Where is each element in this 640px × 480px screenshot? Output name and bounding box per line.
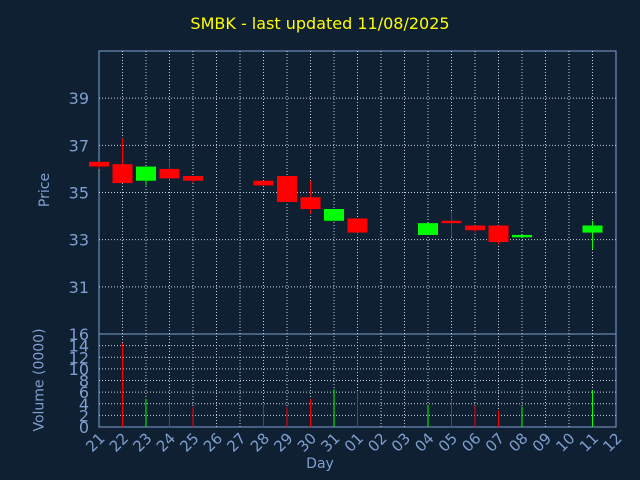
x-tick-label: 04 xyxy=(411,429,437,455)
candle-body xyxy=(277,175,297,202)
volume-tick-label: 14 xyxy=(69,337,89,356)
candle-body xyxy=(418,223,438,235)
x-tick-label: 08 xyxy=(505,429,531,455)
volume-tick-label: 16 xyxy=(69,325,89,344)
candle-body xyxy=(465,225,485,231)
x-tick-label: 27 xyxy=(223,429,249,455)
price-tick-label: 35 xyxy=(69,184,89,203)
candle-body xyxy=(159,168,180,179)
x-tick-label: 29 xyxy=(270,429,296,455)
candle-body xyxy=(89,161,109,167)
x-tick-label: 10 xyxy=(552,429,578,455)
price-tick-label: 31 xyxy=(69,278,89,297)
x-tick-label: 31 xyxy=(317,429,343,455)
chart-title: SMBK - last updated 11/08/2025 xyxy=(190,14,450,33)
volume-tick-label: 8 xyxy=(79,372,89,391)
price-tick-label: 37 xyxy=(69,136,89,155)
x-tick-label: 26 xyxy=(200,429,226,455)
candle-body xyxy=(582,225,603,233)
x-tick-label: 03 xyxy=(388,429,414,455)
volume-tick-label: 4 xyxy=(79,395,89,414)
candle-body xyxy=(253,180,274,186)
candle-body xyxy=(300,197,321,210)
x-axis-label: Day xyxy=(306,456,334,472)
x-tick-label: 30 xyxy=(294,429,320,455)
price-axis-label: Price xyxy=(37,172,54,208)
x-tick-label: 09 xyxy=(529,429,555,455)
candle-body xyxy=(488,225,509,243)
volume-tick-label: 2 xyxy=(79,406,89,425)
x-tick-label: 05 xyxy=(435,429,461,455)
candle-body xyxy=(441,220,462,224)
x-tick-label: 01 xyxy=(341,429,367,455)
volume-tick-label: 10 xyxy=(69,360,89,379)
candle-body xyxy=(136,166,156,181)
price-tick-label: 39 xyxy=(69,89,89,108)
x-tick-label: 12 xyxy=(599,429,625,455)
x-tick-label: 24 xyxy=(153,429,179,455)
x-tick-label: 25 xyxy=(176,429,202,455)
candle-body xyxy=(512,234,532,238)
volume-tick-label: 12 xyxy=(69,348,89,367)
price-tick-label: 33 xyxy=(69,231,89,250)
x-tick-label: 07 xyxy=(482,429,508,455)
volume-tick-label: 6 xyxy=(79,383,89,402)
x-tick-label: 22 xyxy=(106,429,132,455)
candle-body xyxy=(112,164,133,184)
volume-axis-label: Volume (0000) xyxy=(31,328,48,432)
x-tick-label: 23 xyxy=(129,429,155,455)
candle-body xyxy=(183,175,203,181)
volume-tick-label: 0 xyxy=(79,418,89,437)
x-tick-label: 06 xyxy=(458,429,484,455)
x-tick-label: 11 xyxy=(576,429,602,455)
x-tick-label: 28 xyxy=(247,429,273,455)
candle-body xyxy=(324,209,344,221)
x-tick-label: 02 xyxy=(364,429,390,455)
candle-body xyxy=(347,218,368,233)
